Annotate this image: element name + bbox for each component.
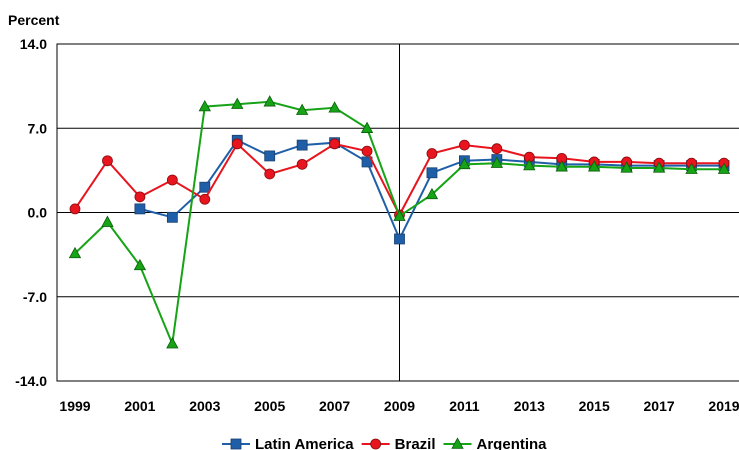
data-point xyxy=(685,162,698,174)
x-tick-label: 2009 xyxy=(384,398,415,414)
data-point xyxy=(426,148,438,159)
data-point xyxy=(133,258,147,271)
y-tick-label: -7.0 xyxy=(23,289,47,305)
data-point xyxy=(523,158,536,171)
data-point xyxy=(166,211,178,223)
data-point xyxy=(329,138,341,150)
x-tick-labels: 1999 2001 2003 2005 2007 2009 2011 2013 2015 2017… xyxy=(59,398,739,414)
legend-item: Latin America xyxy=(222,436,354,450)
series-layer xyxy=(68,95,731,349)
x-tick-label: 2003 xyxy=(189,398,220,414)
data-point xyxy=(264,150,276,162)
y-tick-label: 14.0 xyxy=(20,36,47,52)
data-point xyxy=(102,155,113,167)
legend-item: Argentina xyxy=(443,436,548,450)
y-tick-labels: 14.0 7.0 0.0 -7.0 -14.0 xyxy=(15,36,47,389)
data-point xyxy=(166,337,179,349)
x-tick-label: 2013 xyxy=(514,398,545,414)
data-point xyxy=(134,191,146,203)
data-point xyxy=(652,161,666,173)
data-point xyxy=(425,187,439,200)
data-point xyxy=(101,215,114,227)
data-point xyxy=(198,100,211,112)
series-argentina xyxy=(68,95,731,349)
y-tick-label: -14.0 xyxy=(15,373,47,389)
data-point xyxy=(68,246,82,259)
legend-item: Brazil xyxy=(361,436,436,450)
data-point xyxy=(263,95,276,107)
data-point xyxy=(555,160,568,172)
data-point xyxy=(490,156,504,168)
data-point xyxy=(393,209,406,221)
data-point xyxy=(458,157,471,170)
x-tick-label: 2017 xyxy=(644,398,675,414)
data-point xyxy=(199,193,211,205)
legend-swatch-marker xyxy=(230,438,242,450)
legend-label: Brazil xyxy=(395,436,436,450)
legend-label: Argentina xyxy=(477,436,548,450)
x-tick-label: 2011 xyxy=(449,398,480,414)
data-point xyxy=(231,138,243,150)
data-point xyxy=(199,181,211,193)
x-tick-label: 2005 xyxy=(254,398,285,414)
data-point xyxy=(717,162,731,174)
data-point xyxy=(394,233,405,245)
data-point xyxy=(296,139,308,151)
y-tick-label: 0.0 xyxy=(28,205,48,221)
legend: Latin America Brazil Argentina xyxy=(222,436,547,450)
data-point xyxy=(231,97,244,109)
data-point xyxy=(361,145,373,157)
legend-swatch-marker xyxy=(370,438,382,450)
data-point xyxy=(360,121,374,133)
y-tick-label: 7.0 xyxy=(28,120,48,136)
x-tick-label: 2001 xyxy=(124,398,155,414)
data-point xyxy=(166,174,178,186)
data-point xyxy=(69,203,81,215)
data-point xyxy=(426,167,438,179)
x-tick-label: 2015 xyxy=(579,398,610,414)
data-point xyxy=(264,168,276,180)
data-point xyxy=(328,101,341,113)
data-point xyxy=(296,158,308,170)
legend-swatch-marker xyxy=(451,437,464,449)
x-tick-label: 2019 xyxy=(708,398,739,414)
data-point xyxy=(620,161,633,173)
data-point xyxy=(295,103,309,115)
y-axis-label: Percent xyxy=(8,12,60,28)
x-tick-label: 1999 xyxy=(59,398,90,414)
x-tick-label: 2007 xyxy=(319,398,350,414)
data-point xyxy=(134,203,146,215)
legend-label: Latin America xyxy=(255,436,354,450)
data-point xyxy=(588,160,601,172)
data-point xyxy=(458,139,470,151)
data-point xyxy=(491,143,503,155)
